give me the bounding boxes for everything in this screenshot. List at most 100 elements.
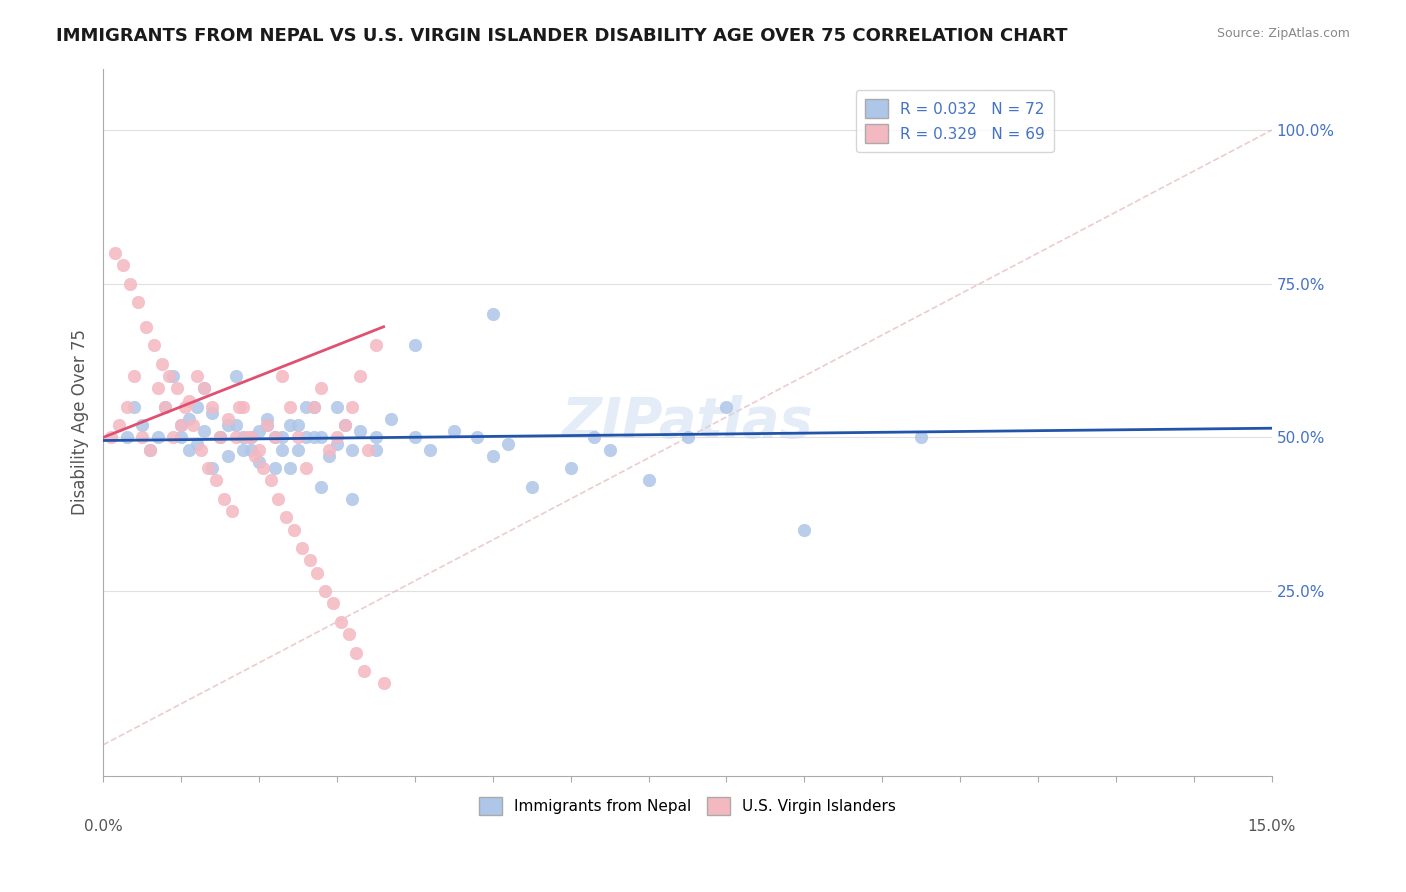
Point bbox=[380, 412, 402, 426]
Point bbox=[240, 430, 263, 444]
Point bbox=[247, 424, 270, 438]
Point bbox=[404, 430, 426, 444]
Point bbox=[228, 400, 250, 414]
Point bbox=[124, 368, 146, 383]
Point bbox=[302, 400, 325, 414]
Point bbox=[139, 442, 162, 457]
Point bbox=[212, 491, 235, 506]
Point bbox=[278, 461, 301, 475]
Point bbox=[465, 430, 488, 444]
Point bbox=[322, 596, 344, 610]
Point bbox=[271, 442, 294, 457]
Point bbox=[240, 430, 263, 444]
Point bbox=[162, 368, 184, 383]
Point bbox=[247, 442, 270, 457]
Point bbox=[344, 646, 367, 660]
Point bbox=[307, 566, 329, 580]
Point bbox=[314, 584, 336, 599]
Point bbox=[333, 418, 356, 433]
Point bbox=[221, 504, 243, 518]
Point bbox=[364, 442, 387, 457]
Point bbox=[318, 449, 340, 463]
Point bbox=[115, 430, 138, 444]
Point bbox=[287, 430, 309, 444]
Point bbox=[326, 436, 349, 450]
Point bbox=[283, 523, 305, 537]
Point bbox=[104, 246, 127, 260]
Point bbox=[256, 418, 278, 433]
Point bbox=[342, 442, 364, 457]
Point bbox=[294, 461, 316, 475]
Point bbox=[243, 449, 266, 463]
Point bbox=[208, 430, 231, 444]
Point bbox=[186, 368, 208, 383]
Point bbox=[256, 412, 278, 426]
Point bbox=[181, 418, 204, 433]
Point bbox=[637, 474, 659, 488]
Point bbox=[232, 400, 254, 414]
Text: ZIPatlas: ZIPatlas bbox=[562, 395, 813, 449]
Point bbox=[481, 308, 503, 322]
Point bbox=[278, 418, 301, 433]
Point bbox=[177, 393, 200, 408]
Point bbox=[910, 430, 932, 444]
Point bbox=[560, 461, 582, 475]
Point bbox=[259, 474, 281, 488]
Point bbox=[124, 400, 146, 414]
Point bbox=[177, 442, 200, 457]
Point bbox=[302, 430, 325, 444]
Point bbox=[142, 338, 165, 352]
Point bbox=[311, 480, 333, 494]
Y-axis label: Disability Age Over 75: Disability Age Over 75 bbox=[72, 329, 89, 515]
Point bbox=[190, 442, 212, 457]
Point bbox=[287, 418, 309, 433]
Point bbox=[193, 424, 215, 438]
Point bbox=[287, 442, 309, 457]
Text: 15.0%: 15.0% bbox=[1247, 819, 1296, 834]
Point bbox=[150, 357, 173, 371]
Point bbox=[326, 400, 349, 414]
Point bbox=[193, 381, 215, 395]
Point bbox=[256, 418, 278, 433]
Point bbox=[247, 455, 270, 469]
Point bbox=[353, 664, 375, 678]
Point bbox=[676, 430, 699, 444]
Point bbox=[364, 430, 387, 444]
Point bbox=[271, 430, 294, 444]
Point bbox=[127, 295, 149, 310]
Point bbox=[263, 430, 285, 444]
Point bbox=[373, 676, 395, 690]
Point bbox=[252, 461, 274, 475]
Point bbox=[157, 368, 180, 383]
Point bbox=[419, 442, 441, 457]
Point bbox=[115, 400, 138, 414]
Point bbox=[217, 449, 239, 463]
Point bbox=[177, 412, 200, 426]
Point bbox=[276, 510, 298, 524]
Point bbox=[318, 442, 340, 457]
Point bbox=[263, 461, 285, 475]
Point bbox=[716, 400, 738, 414]
Point bbox=[236, 430, 259, 444]
Point bbox=[342, 400, 364, 414]
Point bbox=[302, 400, 325, 414]
Point bbox=[582, 430, 605, 444]
Point bbox=[162, 430, 184, 444]
Point bbox=[170, 430, 193, 444]
Point bbox=[271, 368, 294, 383]
Point bbox=[404, 338, 426, 352]
Point bbox=[217, 418, 239, 433]
Point bbox=[311, 381, 333, 395]
Point bbox=[520, 480, 543, 494]
Point bbox=[225, 368, 247, 383]
Point bbox=[232, 442, 254, 457]
Point bbox=[240, 442, 263, 457]
Point bbox=[337, 627, 360, 641]
Point bbox=[186, 436, 208, 450]
Point bbox=[111, 258, 134, 272]
Point bbox=[225, 418, 247, 433]
Point bbox=[793, 523, 815, 537]
Point bbox=[197, 461, 219, 475]
Point bbox=[498, 436, 520, 450]
Point bbox=[155, 400, 177, 414]
